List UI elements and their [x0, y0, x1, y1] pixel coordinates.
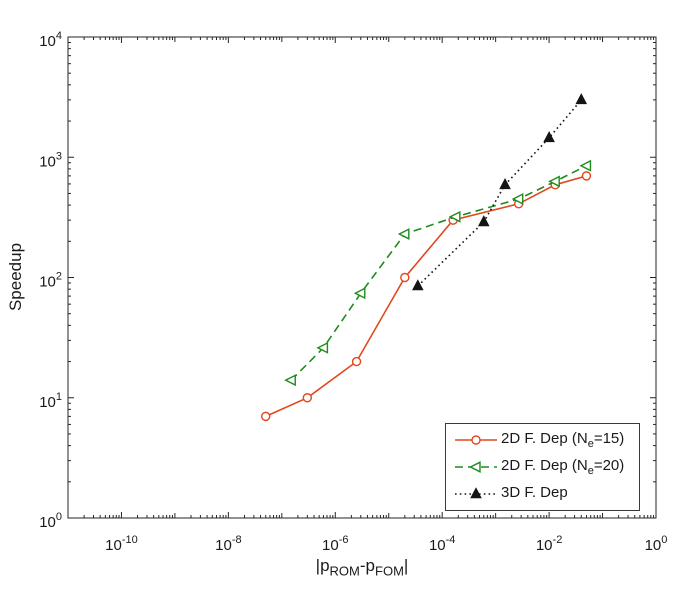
y-tick-label: 101	[39, 391, 62, 411]
x-tick-label: 10-6	[322, 534, 348, 554]
legend-sample-marker	[468, 461, 481, 473]
legend-sample-triangle-up-line	[455, 486, 497, 498]
legend-label-text: 3D F. Dep	[501, 483, 568, 501]
series-1-marker	[353, 287, 366, 300]
series-0-marker	[400, 272, 410, 283]
legend-label-text: 2D F. Dep (N	[501, 456, 588, 474]
series-0-marker	[581, 171, 592, 181]
series-2-marker	[412, 279, 424, 291]
series-1-marker	[284, 374, 296, 387]
legend-sample-marker	[470, 486, 482, 498]
x-axis-label: |pROM-pFOM|	[68, 556, 656, 578]
series-line-1	[290, 164, 587, 381]
series-1-marker	[579, 159, 592, 172]
x-axis-label-part: |p	[315, 556, 330, 575]
series-2-marker	[499, 178, 511, 190]
x-tick-label: 10-10	[105, 534, 138, 554]
series-line-2	[417, 99, 582, 287]
legend-sample-triangle-left-line	[455, 461, 497, 473]
series-2-marker	[477, 215, 490, 227]
series-2-marker	[543, 131, 555, 143]
series-1-marker	[511, 193, 524, 205]
legend-sample-marker	[471, 435, 481, 446]
x-axis-label-sub-fom: FOM	[375, 563, 404, 579]
legend-label: 2D F. Dep (Ne=15)	[501, 430, 624, 450]
series-1-marker	[397, 228, 410, 240]
series-2-marker	[575, 93, 588, 105]
legend-label-text: =20)	[593, 456, 625, 474]
x-tick-label: 10-8	[215, 534, 241, 554]
x-tick-label: 10-4	[429, 534, 455, 554]
x-tick-label: 10-2	[536, 534, 562, 554]
legend-sample-circle-line	[455, 435, 497, 446]
legend-item-2d-ne15: 2D F. Dep (Ne=15)	[454, 430, 637, 450]
x-tick-label: 100	[645, 534, 668, 554]
series-0-marker	[302, 393, 313, 403]
y-tick-label: 103	[39, 150, 62, 170]
y-axis-label: Speedup	[6, 242, 25, 312]
series-1-marker	[548, 175, 560, 188]
legend: 2D F. Dep (Ne=15) 2D F. Dep (Ne=20) 3D F…	[445, 423, 640, 511]
series-line-0	[265, 175, 587, 418]
y-tick-label: 102	[39, 271, 62, 291]
x-axis-label-part: -p	[359, 556, 376, 575]
legend-label-subscript: e	[587, 464, 594, 477]
x-axis-label-part: |	[403, 556, 409, 575]
y-tick-label: 104	[39, 30, 62, 50]
series-1-marker	[448, 210, 461, 223]
legend-label-text: =15)	[593, 430, 625, 448]
legend-label-subscript: e	[587, 438, 594, 451]
legend-label-text: 2D F. Dep (N	[501, 430, 588, 448]
series-0-marker	[351, 356, 362, 367]
legend-item-2d-ne20: 2D F. Dep (Ne=20)	[454, 457, 637, 477]
y-tick-label: 100	[39, 511, 62, 531]
series-1-marker	[316, 341, 329, 354]
legend-item-3d: 3D F. Dep	[454, 484, 637, 504]
plot-box	[67, 36, 657, 519]
series-0-marker	[261, 411, 271, 422]
x-axis-label-sub-rom: ROM	[329, 563, 360, 579]
legend-label: 3D F. Dep	[501, 484, 568, 504]
legend-label: 2D F. Dep (Ne=20)	[501, 457, 624, 477]
